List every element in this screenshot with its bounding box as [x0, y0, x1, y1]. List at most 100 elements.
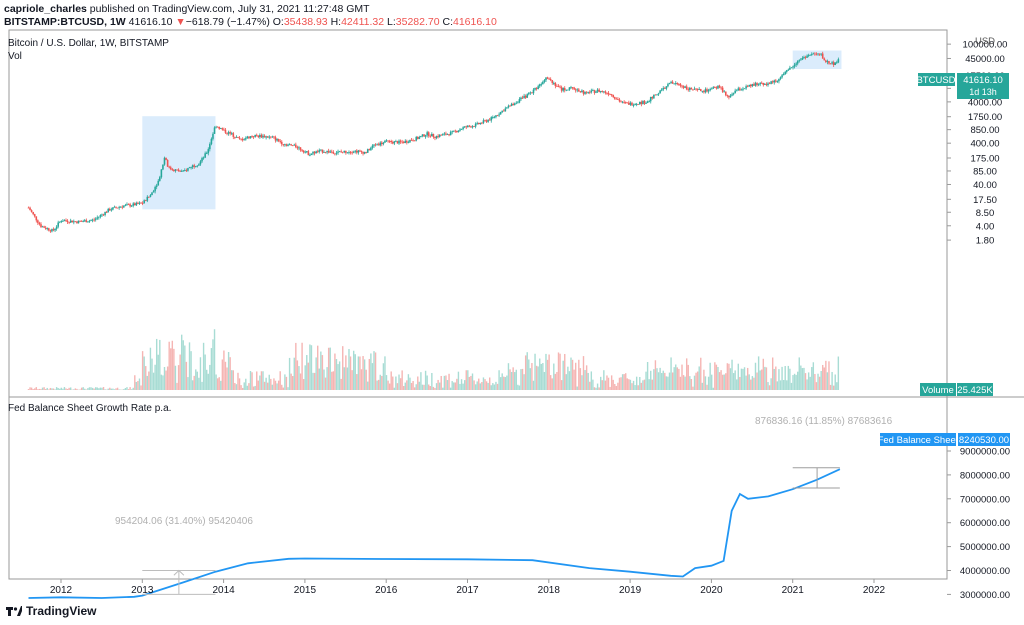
volume-bar: [248, 383, 250, 390]
volume-bar: [524, 355, 527, 390]
candle-body: [612, 94, 615, 98]
volume-bar: [717, 366, 719, 390]
volume-bar: [431, 372, 433, 390]
volume-bar: [635, 376, 638, 390]
volume-bar: [696, 371, 699, 390]
volume-bar: [532, 380, 535, 390]
candle-body: [71, 220, 74, 223]
volume-bar: [340, 378, 342, 390]
volume-bar: [506, 375, 508, 390]
candle-body: [599, 91, 602, 92]
volume-bar: [750, 379, 752, 390]
volume-bar: [767, 382, 769, 390]
volume-bar: [646, 362, 649, 390]
candle-body: [168, 166, 170, 168]
candle-body: [309, 154, 311, 156]
candle-body: [290, 144, 292, 146]
candle-body: [94, 218, 97, 220]
volume-bar: [223, 350, 225, 390]
volume-bar: [392, 376, 394, 390]
volume-bar: [118, 389, 120, 390]
candle-body: [398, 140, 400, 144]
volume-bar: [141, 351, 144, 390]
volume-bar: [438, 382, 441, 390]
candle-body: [704, 89, 707, 93]
candle-body: [656, 94, 658, 96]
candle-body: [263, 135, 266, 138]
volume-bar: [743, 367, 746, 390]
volume-bar: [493, 384, 496, 390]
candle-body: [377, 144, 380, 146]
volume-bar: [703, 369, 705, 390]
volume-bar: [96, 387, 98, 390]
candle-body: [438, 134, 441, 137]
candle-body: [795, 63, 797, 65]
volume-bar: [468, 376, 471, 390]
volume-bar: [660, 373, 663, 390]
candle-body: [509, 105, 511, 107]
candle-body: [556, 86, 558, 87]
candle-body: [535, 87, 538, 89]
tradingview-footer[interactable]: TradingView: [6, 604, 96, 618]
candle-body: [515, 102, 518, 104]
volume-bar: [35, 387, 37, 390]
fed-series-tag-text: Fed Balance Sheet: [878, 435, 959, 446]
volume-bar: [140, 385, 142, 390]
candle-body: [659, 90, 661, 94]
candle-body: [454, 130, 457, 132]
volume-bar: [571, 359, 574, 390]
volume-bar: [127, 389, 130, 390]
volume-bar: [307, 362, 310, 390]
volume-bar: [620, 377, 622, 390]
candle-body: [685, 86, 688, 90]
candle-body: [457, 130, 460, 133]
volume-bar: [79, 389, 81, 390]
volume-bar: [312, 372, 314, 390]
volume-bar: [523, 374, 525, 390]
candle-body: [204, 153, 206, 158]
volume-bar: [317, 345, 319, 390]
candle-body: [316, 151, 319, 153]
candle-body: [701, 90, 704, 92]
volume-bar: [185, 361, 188, 390]
fed-pane-title: Fed Balance Sheet Growth Rate p.a.: [8, 403, 171, 414]
candle-body: [498, 114, 500, 116]
candle-body: [57, 222, 59, 227]
volume-bar: [621, 374, 624, 390]
fed-series-tag: [880, 433, 956, 446]
volume-bar: [237, 372, 239, 390]
candle-body: [781, 75, 783, 78]
candle-body: [470, 126, 472, 128]
candle-body: [477, 122, 480, 125]
candle-body: [640, 101, 643, 104]
candle-body: [184, 170, 186, 171]
candle-body: [645, 103, 647, 104]
chart-header: capriole_charles published on TradingVie…: [4, 3, 497, 29]
candle-body: [255, 134, 258, 136]
volume-bar: [614, 384, 616, 390]
candle-body: [357, 150, 360, 153]
volume-bar: [265, 377, 267, 390]
candle-body: [296, 147, 299, 149]
fed-balance-line: [28, 468, 841, 599]
candle-body: [551, 80, 554, 83]
measure-label-2013: 954204.06 (31.40%) 95420406: [115, 516, 253, 527]
volume-bar: [570, 357, 572, 390]
candle-body: [234, 136, 236, 138]
volume-bar: [399, 378, 402, 390]
volume-bar: [526, 352, 528, 390]
candle-body: [226, 132, 228, 134]
candle-body: [310, 153, 313, 155]
candle-body: [715, 87, 718, 89]
volume-bar: [540, 363, 542, 390]
volume-bar: [93, 388, 95, 390]
candle-body: [341, 151, 344, 153]
candle-body: [754, 83, 757, 86]
volume-bar: [562, 360, 564, 390]
candle-body: [207, 149, 210, 154]
author-name[interactable]: capriole_charles: [4, 3, 87, 15]
candle-body: [698, 89, 701, 90]
volume-bar: [709, 362, 711, 390]
chart-canvas[interactable]: 100000.0045000.0017500.008500.004000.001…: [0, 28, 1024, 603]
volume-bar: [166, 366, 169, 390]
